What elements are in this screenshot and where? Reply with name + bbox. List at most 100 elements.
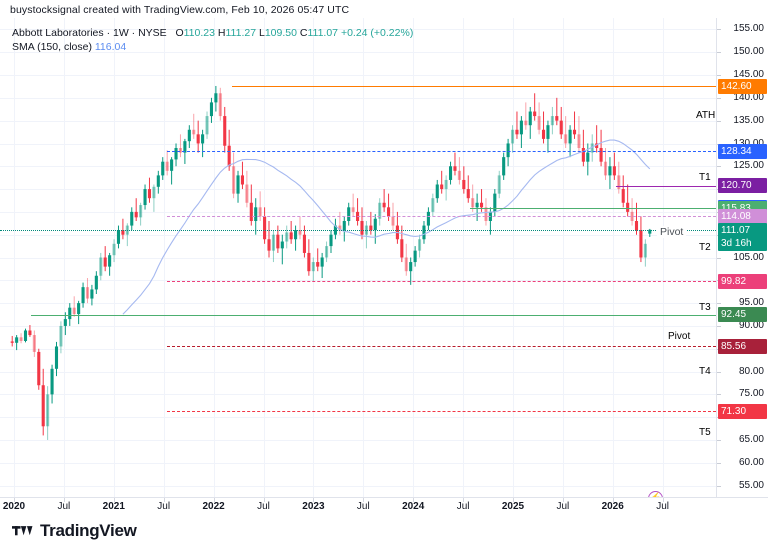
price-tag-t2dash[interactable]: 114.08 <box>718 208 767 224</box>
price-tag-t3[interactable]: 99.82 <box>718 273 767 289</box>
chart-plot-area[interactable]: ATH T1 Pivot T2 T3 Pivot T4 T5 ⚡ Abbott … <box>0 18 716 497</box>
price-tag-value: 120.70 <box>721 180 752 192</box>
price-tag-res[interactable]: 120.70 <box>718 178 767 194</box>
gridline-horizontal <box>0 417 716 419</box>
level-line-t5[interactable] <box>166 411 716 413</box>
tradingview-branding: TradingView <box>12 521 137 541</box>
time-tick-mark <box>413 498 415 502</box>
legend-low-key: L <box>258 27 265 39</box>
price-tick-mark <box>717 325 721 327</box>
time-tick-mark <box>113 498 115 502</box>
time-label: 2023 <box>302 501 325 512</box>
gridline-horizontal <box>0 303 716 305</box>
time-tick-mark <box>163 498 165 502</box>
gridline-vertical <box>14 18 15 497</box>
price-tag-value: 111.07 <box>721 224 751 236</box>
legend-close-key: C <box>299 27 308 39</box>
level-line-ath[interactable] <box>232 86 716 87</box>
price-tick-mark <box>717 462 721 464</box>
time-label: 2025 <box>501 501 525 512</box>
price-tick-label: 80.00 <box>738 365 764 377</box>
level-line-pivot[interactable] <box>470 208 716 210</box>
sma-overlay-line <box>122 139 651 315</box>
level-line-t4[interactable] <box>166 346 716 348</box>
price-tag-value: 85.56 <box>721 340 747 352</box>
gridline-horizontal <box>0 485 716 487</box>
price-tick-mark <box>717 394 721 396</box>
price-tag-ath[interactable]: 142.60 <box>718 78 767 94</box>
level-label-t5: T5 <box>699 427 711 438</box>
legend-high-key: H <box>217 27 226 39</box>
gridline-vertical <box>213 18 215 497</box>
gridline-horizontal <box>0 440 716 441</box>
price-tag-value: 128.34 <box>721 145 752 157</box>
legend-low-value: 109.50 <box>264 27 297 39</box>
price-tick-mark <box>717 120 721 122</box>
legend-change: +0.24 (+0.22%) <box>340 27 414 39</box>
legend-exchange: NYSE <box>138 27 167 39</box>
price-scale[interactable]: 155.00 150.00 145.00 140.00 135.00 130.00 125.… <box>716 18 768 497</box>
level-label-pivot-upper: Pivot <box>657 226 687 238</box>
gridline-vertical <box>163 18 165 497</box>
time-tick-mark <box>612 498 614 502</box>
level-line-t3[interactable] <box>166 281 716 283</box>
legend-indicator-name[interactable]: SMA (150, close) <box>12 41 92 53</box>
gridline-horizontal <box>0 52 716 54</box>
gridline-horizontal <box>0 120 716 122</box>
price-tick-label: 125.00 <box>733 160 764 172</box>
price-tick-label: 130.00 <box>733 138 764 149</box>
legend-symbol[interactable]: Abbott Laboratories <box>12 27 104 39</box>
price-tick-label: 155.00 <box>733 23 764 35</box>
legend-close-value: 111.07 <box>307 27 339 39</box>
time-tick-mark <box>513 498 514 502</box>
level-line-t1[interactable] <box>166 151 716 152</box>
level-label-t1: T1 <box>699 172 711 183</box>
time-tick-mark <box>263 498 265 502</box>
level-label-t4: T4 <box>699 366 711 377</box>
price-tag-t5[interactable]: 71.30 <box>718 403 767 419</box>
gridline-vertical <box>263 18 265 497</box>
level-line-resistance[interactable] <box>0 229 716 231</box>
time-label: 2020 <box>2 501 26 512</box>
price-tick-mark <box>717 166 721 168</box>
time-label: Jul <box>257 501 270 512</box>
tradingview-logo-icon <box>12 526 33 536</box>
gridline-horizontal <box>0 394 716 396</box>
gridline-horizontal <box>0 280 716 282</box>
time-label: Jul <box>656 501 669 512</box>
gridline-horizontal <box>0 189 716 191</box>
level-label-pivot-lower: Pivot <box>668 331 691 342</box>
level-line-pivot[interactable] <box>30 314 716 316</box>
time-tick-mark <box>213 498 215 502</box>
price-tag-last[interactable]: 111.07 3d 16h <box>718 222 767 251</box>
price-tag-t1[interactable]: 128.34 <box>718 143 767 159</box>
gridline-horizontal <box>0 75 716 76</box>
price-tag-pivot2[interactable]: 92.45 <box>718 307 767 323</box>
level-label-ath: ATH <box>696 110 716 121</box>
time-label: 2024 <box>402 501 425 512</box>
price-tag-value: 92.45 <box>721 309 747 321</box>
price-tick-label: 150.00 <box>733 46 764 58</box>
time-label: Jul <box>57 501 71 512</box>
price-tag-t4[interactable]: 85.56 <box>718 338 767 354</box>
time-label: 2026 <box>601 501 624 512</box>
price-tag-value: 99.82 <box>721 275 747 287</box>
level-line-t2[interactable] <box>166 216 716 218</box>
time-tick-mark <box>463 498 465 502</box>
gridline-horizontal <box>0 97 716 99</box>
legend-sep-2: · <box>131 27 136 39</box>
price-tick-mark <box>717 257 721 259</box>
price-tag-value: 114.08 <box>721 210 751 222</box>
gridline-horizontal <box>0 257 716 259</box>
level-line-resistance[interactable] <box>615 185 716 187</box>
legend-high-value: 111.27 <box>225 27 257 39</box>
time-scale[interactable]: 2020 Jul 2021 Jul 2022 Jul 2023 Jul 2024 Jul 2025 J… <box>0 497 768 515</box>
chart-frame: ATH T1 Pivot T2 T3 Pivot T4 T5 ⚡ Abbott … <box>0 18 768 515</box>
gridline-vertical <box>662 18 664 497</box>
legend-interval[interactable]: 1W <box>113 27 129 39</box>
time-tick-mark <box>63 498 65 502</box>
gridline-vertical <box>612 18 614 497</box>
price-series-candlesticks <box>10 85 652 440</box>
price-tag-value: 115.83 <box>721 203 751 214</box>
